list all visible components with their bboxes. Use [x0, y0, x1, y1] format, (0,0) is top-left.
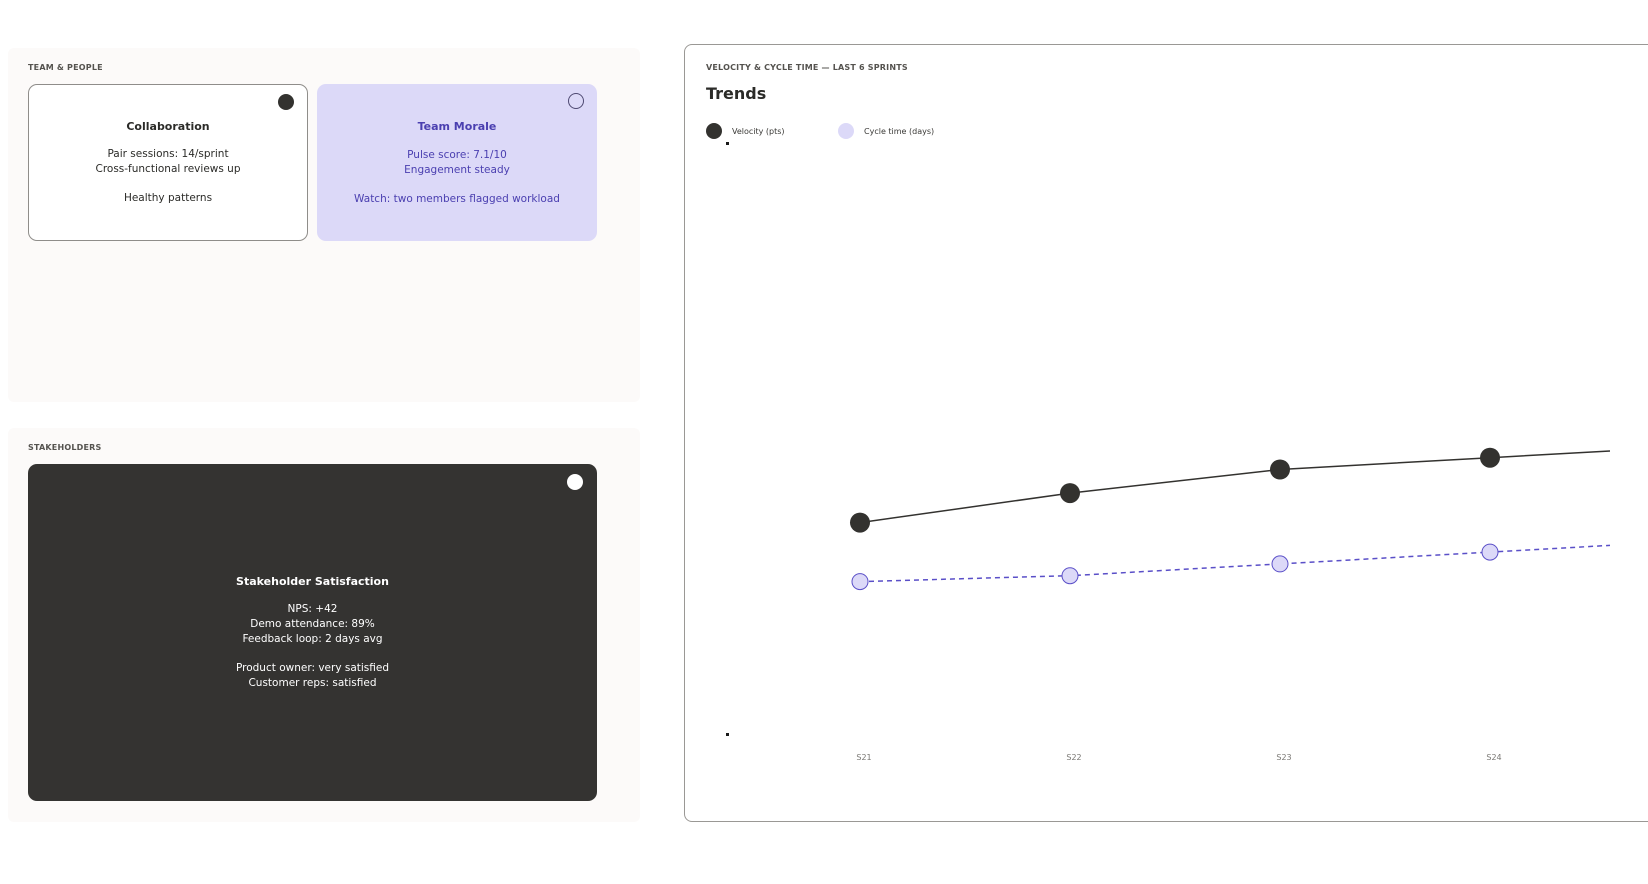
legend-label: Cycle time (days) [864, 127, 934, 136]
trends-chart: Velocity (pts) Cycle time (days) S21 S22 S23… [706, 123, 1611, 762]
stakeholder-line: Feedback loop: 2 days avg [242, 633, 383, 645]
stakeholder-title: Stakeholder Satisfaction [236, 575, 389, 588]
white-circle-icon [567, 474, 583, 490]
data-point [850, 512, 870, 533]
collaboration-line: Pair sessions: 14/sprint [107, 148, 229, 160]
data-point [1060, 483, 1080, 504]
team-morale-line: Engagement steady [404, 164, 510, 176]
series-line [859, 544, 1611, 583]
data-point [1271, 555, 1289, 573]
x-tick-label: S24 [1486, 753, 1501, 762]
collaboration-line: Cross-functional reviews up [95, 163, 241, 175]
data-point [1061, 567, 1079, 585]
stakeholder-line: NPS: +42 [287, 603, 338, 615]
chart-eyebrow: VELOCITY & CYCLE TIME — LAST 6 SPRINTS [706, 63, 908, 72]
axis-marker-top [726, 142, 729, 145]
stakeholders-panel: STAKEHOLDERS Stakeholder Satisfaction NP… [8, 428, 640, 822]
data-point [1481, 543, 1499, 561]
section-label-team: TEAM & PEOPLE [28, 63, 103, 72]
collaboration-card[interactable]: Collaboration Pair sessions: 14/sprint C… [28, 84, 308, 241]
team-people-panel: TEAM & PEOPLE Collaboration Pair session… [8, 48, 640, 402]
team-morale-line: Pulse score: 7.1/10 [407, 149, 507, 161]
legend-swatch [706, 123, 722, 139]
x-tick-label: S22 [1066, 753, 1081, 762]
filled-circle-icon [278, 94, 294, 110]
collaboration-status: Healthy patterns [123, 192, 213, 204]
stakeholder-satisfaction-card[interactable]: Stakeholder Satisfaction NPS: +42 Demo a… [28, 464, 597, 801]
x-tick-label: S21 [856, 753, 871, 762]
collaboration-title: Collaboration [126, 120, 210, 133]
outline-circle-icon [568, 93, 584, 109]
stakeholder-line: Demo attendance: 89% [250, 618, 375, 630]
x-tick-label: S23 [1276, 753, 1291, 762]
legend-label: Velocity (pts) [732, 127, 785, 136]
chart-title: Trends [706, 84, 767, 103]
team-morale-status: Watch: two members flagged workload [354, 193, 560, 205]
legend-swatch [838, 123, 854, 139]
stakeholder-note: Customer reps: satisfied [248, 677, 377, 689]
section-label-stakeholders: STAKEHOLDERS [28, 443, 102, 452]
team-morale-card[interactable]: Team Morale Pulse score: 7.1/10 Engageme… [317, 84, 597, 241]
team-morale-title: Team Morale [417, 120, 497, 133]
stakeholder-note: Product owner: very satisfied [235, 662, 390, 674]
data-point [1270, 459, 1290, 480]
axis-marker-bottom [726, 733, 729, 736]
data-point [1480, 447, 1500, 468]
trends-chart-panel: VELOCITY & CYCLE TIME — LAST 6 SPRINTS T… [684, 44, 1648, 822]
data-point [851, 573, 869, 591]
